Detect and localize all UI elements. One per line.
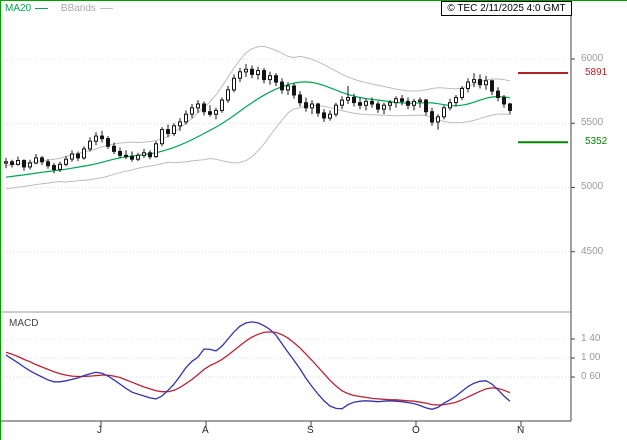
month-label: A <box>202 425 209 436</box>
macd-panel-label: MACD <box>9 318 39 329</box>
month-label: S <box>307 425 314 436</box>
price-tick-label: 5000 <box>581 181 604 193</box>
month-label: N <box>517 425 525 436</box>
month-label: O <box>412 425 420 436</box>
bbands-line-sample <box>99 7 113 9</box>
price-tick-label: 6000 <box>581 53 604 64</box>
legend: MA20 BBands <box>5 3 113 14</box>
support-label: 5352 <box>585 136 608 148</box>
copyright-box: © TEC 2/11/2025 4:0 GMT <box>441 1 572 16</box>
price-tick-label: 4500 <box>581 245 604 257</box>
macd-tick-label: 1 40 <box>581 333 601 344</box>
resistance-label: 5891 <box>585 66 608 78</box>
ma20-legend-label: MA20 <box>5 3 32 14</box>
macd-tick-label: 0 60 <box>581 371 601 382</box>
ma20-line-sample <box>35 7 49 9</box>
price-tick-label: 5500 <box>581 117 604 129</box>
macd-tick-label: 1 00 <box>581 352 601 363</box>
bbands-legend-label: BBands <box>60 3 96 14</box>
month-label: J <box>97 425 102 436</box>
